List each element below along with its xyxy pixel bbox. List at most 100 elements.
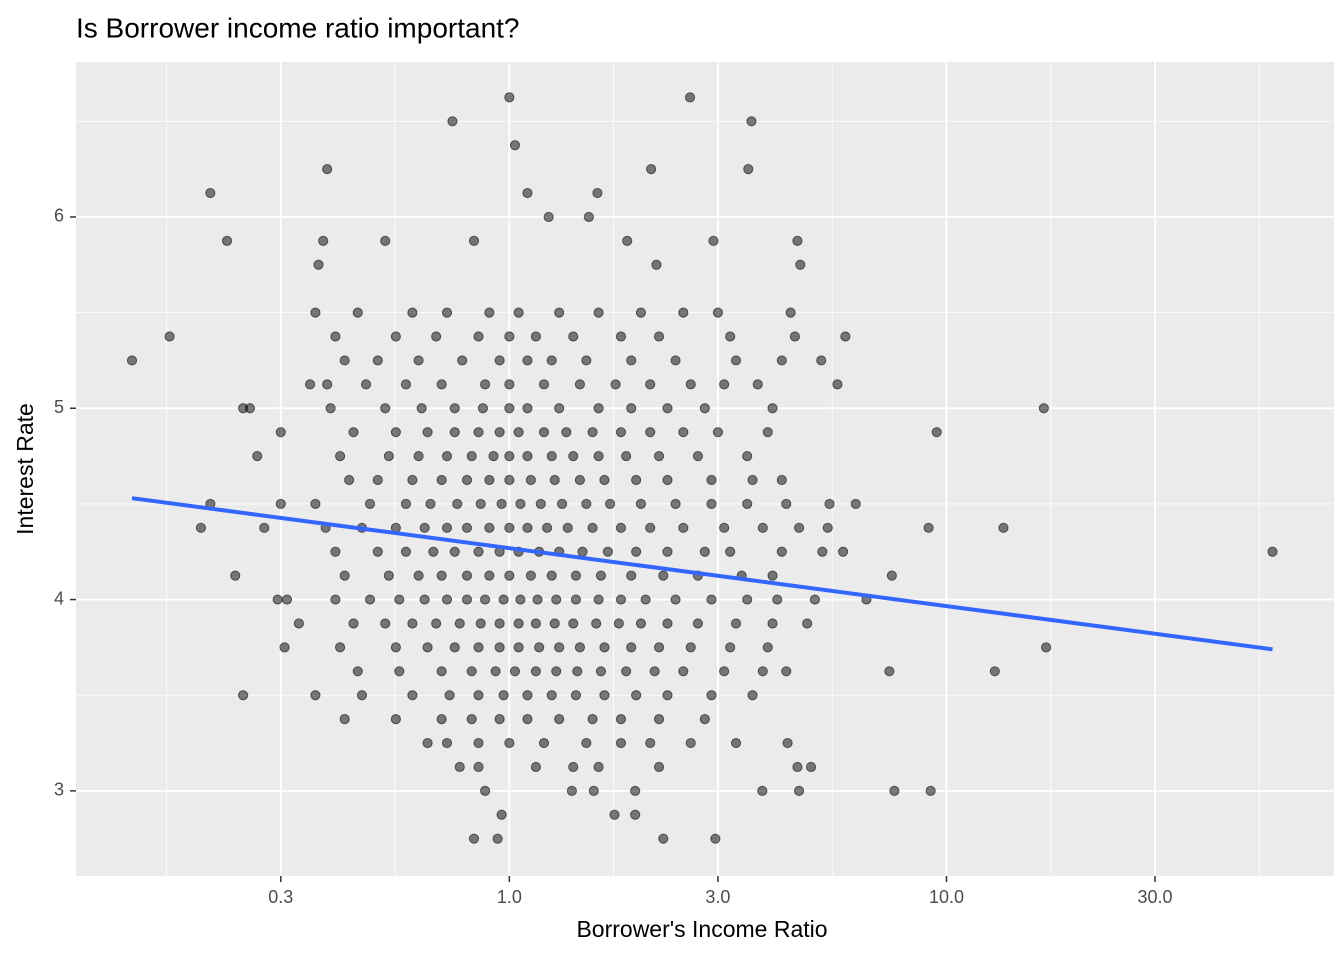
point <box>699 546 710 557</box>
point <box>792 761 803 773</box>
point <box>793 785 805 796</box>
point <box>318 235 329 246</box>
point <box>809 594 821 605</box>
point <box>840 331 851 342</box>
point <box>570 570 582 581</box>
point <box>546 450 557 462</box>
x-tick-label: 1.0 <box>497 887 522 907</box>
point <box>126 355 138 366</box>
point <box>719 522 730 533</box>
point <box>400 379 412 390</box>
point <box>413 450 424 462</box>
point <box>817 546 828 557</box>
point <box>684 92 696 103</box>
point <box>352 307 363 318</box>
point <box>390 714 401 725</box>
point <box>546 690 557 701</box>
point <box>1038 403 1049 414</box>
point <box>574 474 586 486</box>
point <box>923 522 934 533</box>
point <box>850 498 861 510</box>
point <box>509 140 521 151</box>
point <box>504 737 515 749</box>
point <box>805 761 817 773</box>
x-tick-label: 10.0 <box>929 887 964 907</box>
y-tick-label: 5 <box>54 397 64 417</box>
point <box>622 235 633 246</box>
point <box>621 450 632 462</box>
point <box>468 235 480 246</box>
point <box>330 331 341 342</box>
point <box>767 618 778 629</box>
point <box>649 666 660 677</box>
point <box>538 737 550 749</box>
point <box>413 570 424 581</box>
point <box>293 618 304 629</box>
point <box>436 714 447 725</box>
point <box>344 474 355 486</box>
point <box>513 642 524 653</box>
point <box>513 307 524 318</box>
point <box>635 498 647 510</box>
point <box>566 785 577 796</box>
point <box>615 522 627 533</box>
point <box>662 690 673 701</box>
point <box>310 307 321 318</box>
point <box>568 450 579 462</box>
point <box>699 403 710 414</box>
point <box>581 498 592 510</box>
point <box>522 714 533 725</box>
point <box>431 331 442 342</box>
point <box>581 737 592 749</box>
point <box>419 522 430 533</box>
point <box>742 594 753 605</box>
point <box>631 546 642 557</box>
point <box>535 498 546 510</box>
point <box>479 594 491 605</box>
point <box>494 714 505 725</box>
point <box>364 594 376 605</box>
point <box>461 474 473 486</box>
point <box>574 642 586 653</box>
point <box>436 570 447 581</box>
point <box>712 427 724 438</box>
point <box>275 427 286 438</box>
point <box>428 546 439 557</box>
point <box>640 594 651 605</box>
point <box>484 570 495 581</box>
point <box>658 570 669 581</box>
point <box>692 450 704 462</box>
point <box>407 618 418 629</box>
point <box>413 355 424 366</box>
point <box>699 714 710 725</box>
point <box>719 379 730 390</box>
point <box>221 235 233 246</box>
point <box>546 570 557 581</box>
point <box>776 474 787 486</box>
point <box>449 427 460 438</box>
point <box>449 403 460 414</box>
point <box>504 379 515 390</box>
point <box>400 546 412 557</box>
point <box>281 594 293 605</box>
point <box>568 761 579 773</box>
point <box>473 690 484 701</box>
point <box>577 546 588 557</box>
point <box>504 570 515 581</box>
point <box>441 307 453 318</box>
point <box>678 427 689 438</box>
point <box>678 307 689 318</box>
point <box>407 690 418 701</box>
point <box>436 379 447 390</box>
point <box>653 761 665 773</box>
point <box>610 379 621 390</box>
y-axis-label: Interest Rate <box>12 403 38 535</box>
point <box>767 403 778 414</box>
point <box>630 809 641 820</box>
point <box>339 570 350 581</box>
point <box>364 498 376 510</box>
point <box>498 690 509 701</box>
point <box>441 594 453 605</box>
point <box>592 187 603 199</box>
